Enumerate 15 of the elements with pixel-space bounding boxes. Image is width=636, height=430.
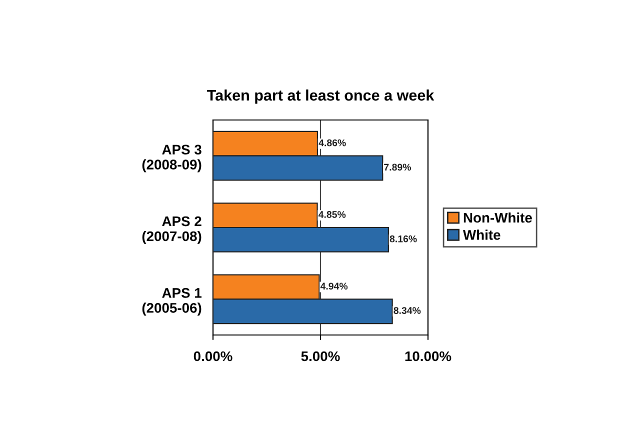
data-label: 8.34% bbox=[394, 307, 421, 314]
data-label: 4.85% bbox=[318, 211, 346, 218]
y-tick-label: APS 2 (2007-08) bbox=[142, 216, 202, 244]
data-label: 8.16% bbox=[390, 235, 417, 242]
x-tick-label: 10.00% bbox=[405, 351, 452, 362]
y-tick-label: APS 1 (2005-06) bbox=[142, 288, 202, 316]
legend-label: Non-White bbox=[464, 212, 532, 223]
x-tick-label: 0.00% bbox=[194, 351, 232, 362]
data-label: 7.89% bbox=[384, 164, 412, 171]
legend-label: White bbox=[463, 230, 500, 240]
x-tick-label: 5.00% bbox=[301, 351, 340, 362]
chart-title: Taken part at least once a week bbox=[207, 89, 434, 104]
y-tick-label: APS 3 (2008-09) bbox=[142, 144, 202, 172]
data-label: 4.94% bbox=[320, 282, 348, 290]
data-label: 4.86% bbox=[318, 139, 346, 146]
